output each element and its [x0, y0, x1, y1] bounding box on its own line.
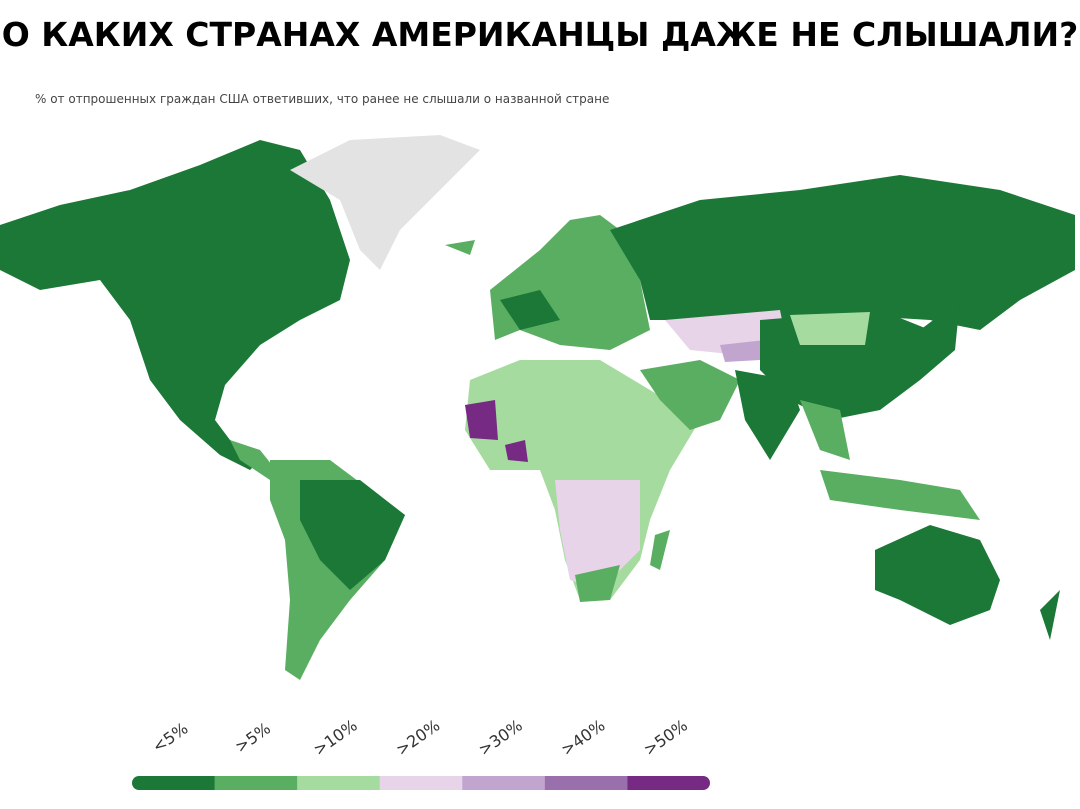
legend-label: >30% — [475, 716, 526, 760]
legend-label: >10% — [310, 716, 361, 760]
legend-swatch — [379, 776, 463, 790]
legend-swatch — [544, 776, 628, 790]
legend-labels: <5% >5% >10% >20% >30% >40% >50% — [149, 716, 691, 760]
legend-label: <5% — [149, 719, 192, 757]
legend-swatch — [214, 776, 298, 790]
world-map — [0, 135, 1075, 680]
subtitle: % от отпрошенных граждан США ответивших,… — [35, 92, 609, 106]
legend-bar — [132, 776, 710, 790]
legend-label: >40% — [557, 716, 608, 760]
legend-swatch — [462, 776, 546, 790]
legend-label: >5% — [231, 719, 274, 757]
legend-swatch — [132, 776, 216, 790]
title: О КАКИХ СТРАНАХ АМЕРИКАНЦЫ ДАЖЕ НЕ СЛЫША… — [2, 15, 1079, 54]
legend-label: >20% — [392, 716, 443, 760]
legend-label: >50% — [640, 716, 691, 760]
legend-swatch — [297, 776, 381, 790]
legend-swatch — [627, 776, 710, 790]
